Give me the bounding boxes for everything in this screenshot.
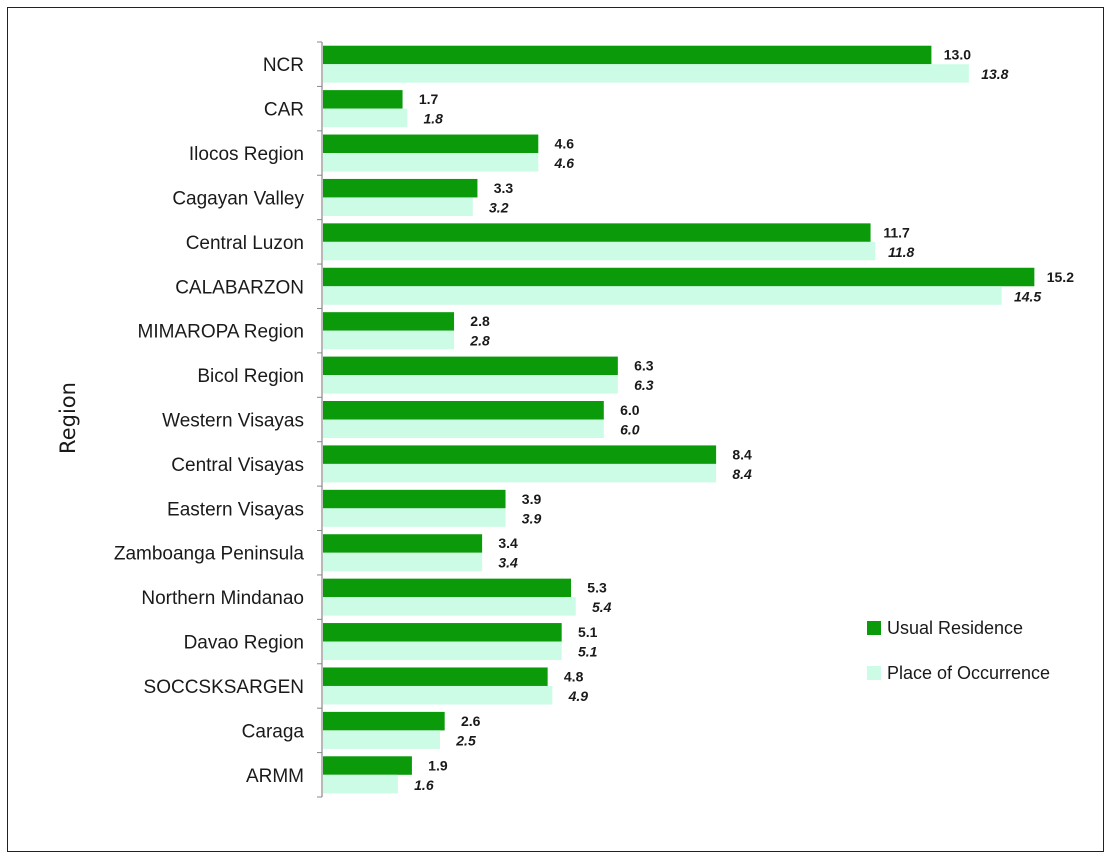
bar-usual-residence [323, 534, 483, 553]
category-label: CAR [264, 100, 304, 121]
bar-usual-residence [323, 623, 562, 642]
data-label-place-of-occurrence: 2.5 [455, 732, 476, 748]
bar-place-of-occurrence [323, 375, 618, 394]
data-label-place-of-occurrence: 6.0 [620, 422, 640, 438]
bar-usual-residence [323, 489, 506, 509]
bar-place-of-occurrence [323, 597, 576, 616]
data-label-place-of-occurrence: 5.4 [592, 599, 612, 615]
y-axis-title: Region [56, 382, 80, 454]
bar-place-of-occurrence [323, 197, 473, 216]
bar-place-of-occurrence [323, 508, 506, 527]
bar-usual-residence [323, 756, 412, 775]
bar-place-of-occurrence [323, 286, 1002, 305]
data-label-place-of-occurrence: 13.8 [981, 66, 1008, 82]
legend-swatch [867, 666, 881, 680]
data-label-place-of-occurrence: 4.9 [568, 688, 589, 704]
category-label: Central Visayas [171, 455, 304, 476]
data-label-usual-residence: 3.4 [498, 535, 518, 551]
category-label: NCR [263, 55, 304, 76]
bar-usual-residence [323, 356, 618, 376]
category-label: Northern Mindanao [141, 588, 304, 609]
data-label-place-of-occurrence: 14.5 [1014, 288, 1041, 304]
bar-place-of-occurrence [323, 774, 398, 794]
data-label-place-of-occurrence: 8.4 [732, 466, 752, 482]
bar-place-of-occurrence [323, 730, 440, 749]
data-label-place-of-occurrence: 3.2 [489, 199, 509, 215]
data-label-usual-residence: 6.0 [620, 402, 640, 418]
data-label-usual-residence: 1.9 [428, 757, 448, 773]
legend-item-usual-residence: Usual Residence [887, 618, 1023, 638]
bar-usual-residence [323, 45, 932, 65]
data-label-usual-residence: 11.7 [883, 224, 910, 240]
data-label-place-of-occurrence: 1.8 [424, 111, 444, 127]
bar-place-of-occurrence [323, 552, 483, 572]
bar-place-of-occurrence [323, 108, 408, 128]
bar-usual-residence [323, 445, 717, 464]
data-label-usual-residence: 5.1 [578, 624, 598, 640]
data-label-usual-residence: 3.3 [494, 180, 514, 196]
axis-group [317, 41, 323, 798]
category-label: Western Visayas [162, 411, 304, 432]
category-label: Central Luzon [186, 233, 304, 254]
data-label-usual-residence: 1.7 [419, 91, 439, 107]
bar-place-of-occurrence [323, 419, 604, 438]
bar-usual-residence [323, 178, 478, 198]
bar-usual-residence [323, 667, 548, 686]
data-label-usual-residence: 13.0 [944, 47, 971, 63]
category-label: Davao Region [184, 633, 304, 654]
bar-usual-residence [323, 711, 445, 731]
data-label-usual-residence: 2.8 [470, 313, 490, 329]
bar-place-of-occurrence [323, 330, 455, 350]
bar-usual-residence [323, 223, 871, 242]
data-label-usual-residence: 3.9 [522, 491, 542, 507]
bar-usual-residence [323, 267, 1035, 287]
data-label-place-of-occurrence: 3.9 [522, 510, 542, 526]
data-label-place-of-occurrence: 11.8 [888, 244, 914, 260]
category-label: Zamboanga Peninsula [114, 544, 305, 565]
bar-usual-residence [323, 312, 455, 331]
bar-place-of-occurrence [323, 153, 539, 172]
bar-place-of-occurrence [323, 641, 562, 661]
legend-item-place-of-occurrence: Place of Occurrence [887, 663, 1050, 683]
bar-usual-residence [323, 578, 572, 598]
data-label-usual-residence: 8.4 [732, 446, 752, 462]
bar-place-of-occurrence [323, 241, 876, 261]
data-label-place-of-occurrence: 2.8 [469, 333, 490, 349]
data-label-usual-residence: 5.3 [587, 580, 607, 596]
data-label-usual-residence: 15.2 [1047, 269, 1074, 285]
category-label: Caraga [242, 721, 305, 742]
bar-place-of-occurrence [323, 685, 553, 705]
category-label: SOCCSKSARGEN [144, 677, 304, 698]
bar-usual-residence [323, 134, 539, 154]
data-label-place-of-occurrence: 3.4 [498, 555, 518, 571]
data-label-usual-residence: 4.6 [555, 136, 575, 152]
category-label: Cagayan Valley [172, 188, 304, 209]
data-label-place-of-occurrence: 4.6 [554, 155, 575, 171]
legend-swatch [867, 621, 881, 635]
category-label: Ilocos Region [189, 144, 304, 165]
data-label-place-of-occurrence: 5.1 [578, 644, 598, 660]
data-label-usual-residence: 2.6 [461, 713, 481, 729]
bar-usual-residence [323, 90, 403, 109]
bar-place-of-occurrence [323, 64, 969, 83]
bar-place-of-occurrence [323, 463, 717, 483]
labels-group: NCR 13.0 13.8 CAR 1.7 1.8 Ilocos Region 4.6 4.6 C… [114, 47, 1074, 793]
bars-group [323, 45, 1035, 794]
data-label-usual-residence: 4.8 [564, 668, 584, 684]
data-label-usual-residence: 6.3 [634, 358, 654, 374]
legend: Usual Residence Place of Occurrence [867, 618, 1050, 683]
data-label-place-of-occurrence: 1.6 [414, 777, 434, 793]
data-label-place-of-occurrence: 6.3 [634, 377, 654, 393]
category-label: ARMM [246, 766, 304, 787]
category-label: Eastern Visayas [167, 499, 304, 520]
category-label: MIMAROPA Region [138, 322, 304, 343]
category-label: Bicol Region [197, 366, 304, 387]
category-label: CALABARZON [175, 277, 304, 298]
bar-usual-residence [323, 401, 604, 420]
